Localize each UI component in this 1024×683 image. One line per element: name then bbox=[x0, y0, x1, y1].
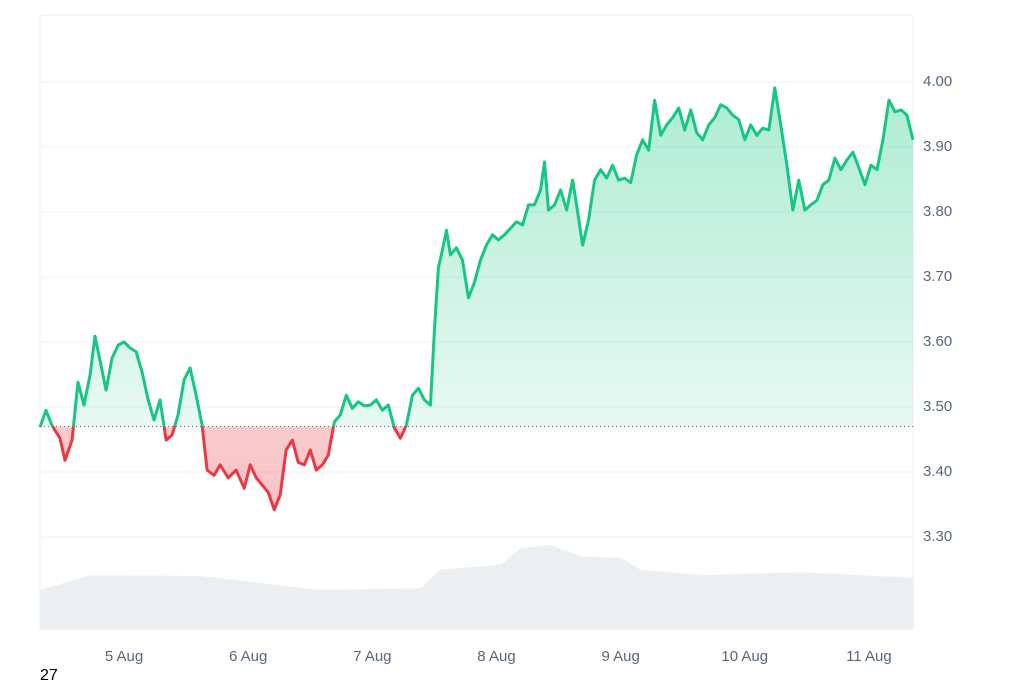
y-tick-label: 3.60 bbox=[923, 333, 952, 350]
area-below bbox=[40, 426, 913, 510]
x-tick-label: 7 Aug bbox=[353, 648, 391, 665]
x-tick-label: 10 Aug bbox=[721, 648, 768, 665]
price-line bbox=[38, 86, 915, 427]
x-tick-label: 9 Aug bbox=[601, 648, 639, 665]
y-tick-label: 3.90 bbox=[923, 138, 952, 155]
y-tick-label: 3.40 bbox=[923, 463, 952, 480]
x-tick-label: 6 Aug bbox=[229, 648, 267, 665]
y-tick-label: 3.80 bbox=[923, 203, 952, 220]
y-tick-label: 4.00 bbox=[923, 73, 952, 90]
y-tick-label: 3.70 bbox=[923, 268, 952, 285]
volume-area bbox=[40, 545, 913, 630]
x-tick-label: 5 Aug bbox=[105, 648, 143, 665]
x-tick-label: 11 Aug bbox=[846, 648, 892, 665]
footer-text: 27 bbox=[40, 667, 58, 683]
y-tick-label: 3.50 bbox=[923, 398, 952, 415]
area-above bbox=[40, 87, 913, 427]
y-tick-label: 3.30 bbox=[923, 528, 952, 545]
x-tick-label: 8 Aug bbox=[477, 648, 515, 665]
